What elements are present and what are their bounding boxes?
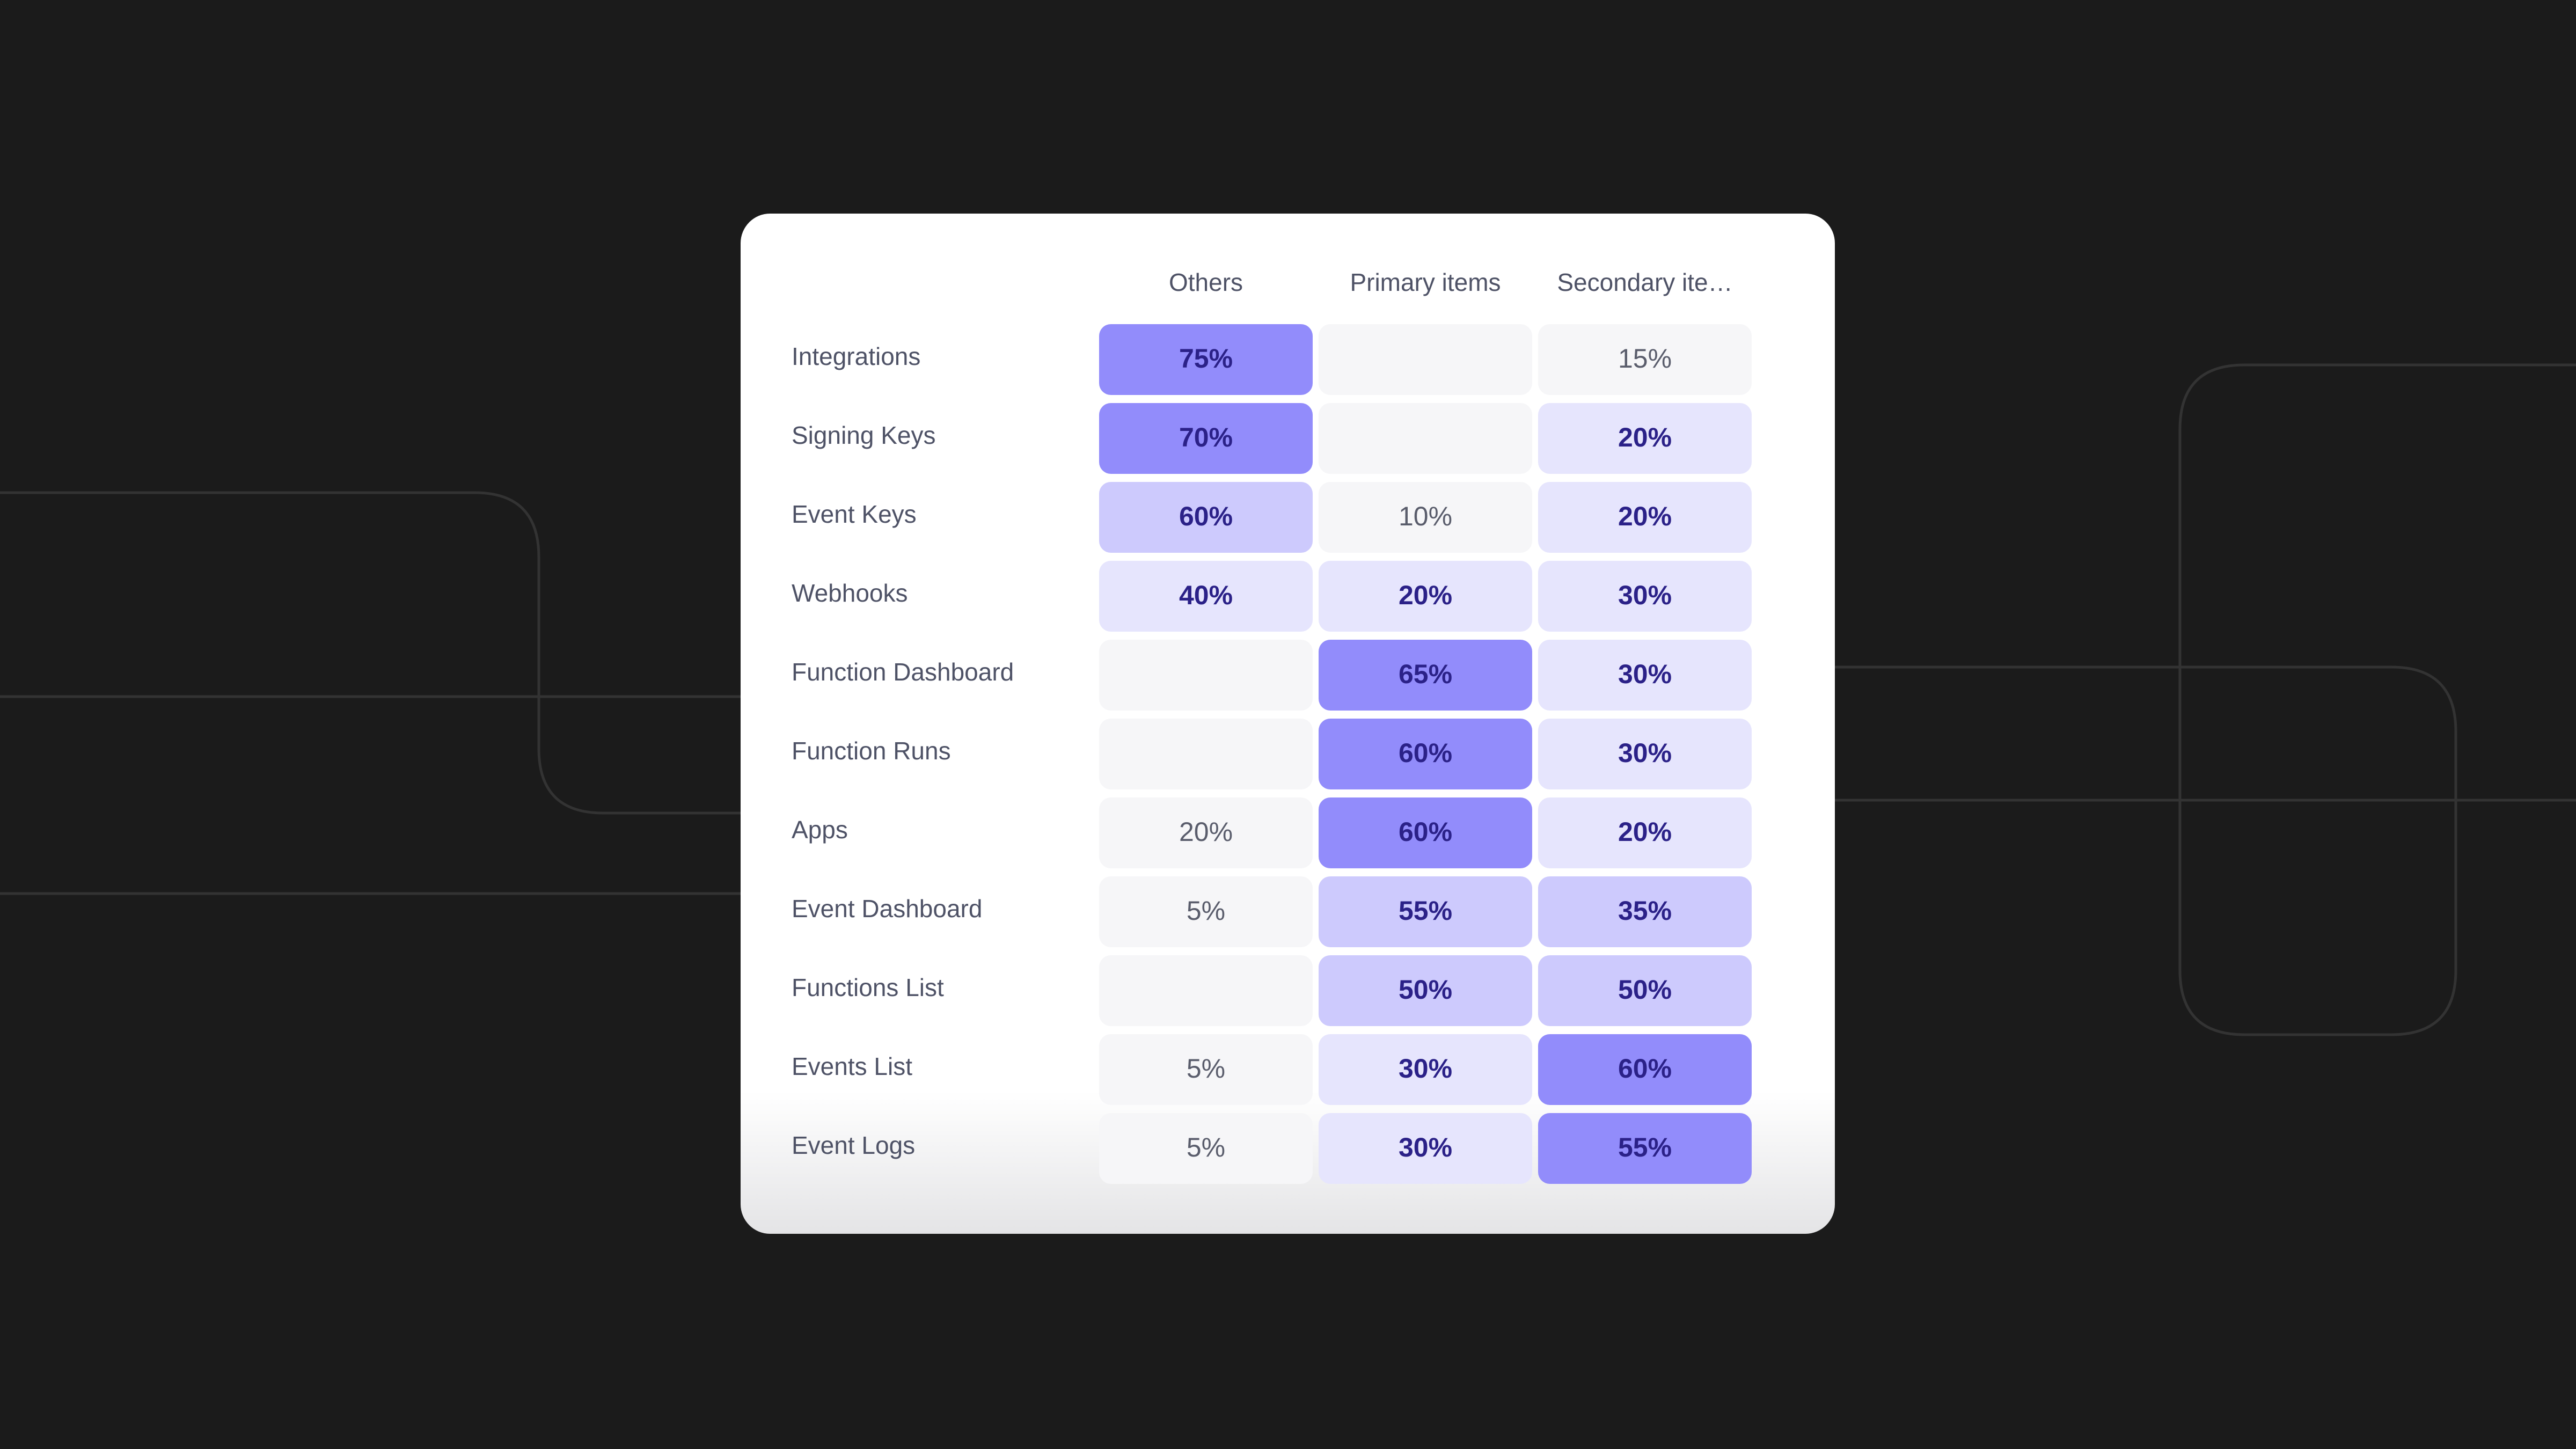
row-label: Functions List bbox=[792, 974, 944, 1001]
cell-label: 65% bbox=[1399, 659, 1452, 689]
cell-label: 20% bbox=[1399, 580, 1452, 610]
heat-cell bbox=[1538, 797, 1752, 868]
heat-cell bbox=[1099, 876, 1313, 947]
heat-cell bbox=[1538, 640, 1752, 711]
heat-cell bbox=[1538, 561, 1752, 632]
row-label: Event Keys bbox=[792, 500, 917, 528]
cell-label: 5% bbox=[1187, 896, 1225, 926]
heat-cell bbox=[1319, 1113, 1532, 1184]
heat-cell bbox=[1538, 324, 1752, 395]
heatmap: Integrations Signing Keys Event Keys Webhoo… bbox=[792, 268, 1752, 1184]
cell-label: 60% bbox=[1399, 817, 1452, 847]
cell-label: 20% bbox=[1179, 817, 1233, 847]
heat-cell bbox=[1099, 403, 1313, 474]
background-decoration bbox=[0, 363, 2576, 1036]
cell-label: 55% bbox=[1399, 896, 1452, 926]
cell-label: 30% bbox=[1618, 580, 1672, 610]
empty-cell bbox=[1099, 955, 1313, 1026]
heat-cell bbox=[1538, 955, 1752, 1026]
heat-cell bbox=[1538, 403, 1752, 474]
cell-label: 35% bbox=[1618, 896, 1672, 926]
heat-cell bbox=[1319, 482, 1532, 553]
cell-label: 5% bbox=[1187, 1053, 1225, 1084]
cell-label: 20% bbox=[1618, 817, 1672, 847]
column-header: Primary items bbox=[1350, 268, 1501, 296]
heat-cell bbox=[1319, 876, 1532, 947]
heat-cell bbox=[1099, 797, 1313, 868]
heat-cell bbox=[1099, 324, 1313, 395]
heat-cell bbox=[1099, 1113, 1313, 1184]
row-label: Integrations bbox=[792, 342, 920, 370]
cell-label: 50% bbox=[1618, 975, 1672, 1005]
cell-label: 5% bbox=[1187, 1132, 1225, 1162]
heat-cell bbox=[1319, 1034, 1532, 1105]
column-header: Others bbox=[1169, 268, 1243, 296]
empty-cell bbox=[1099, 640, 1313, 711]
cell-label: 55% bbox=[1618, 1132, 1672, 1162]
cell-label: 60% bbox=[1179, 501, 1233, 531]
cell-label: 30% bbox=[1618, 659, 1672, 689]
column-header: Secondary ite… bbox=[1557, 268, 1732, 296]
heat-cell bbox=[1538, 876, 1752, 947]
cell-label: 10% bbox=[1399, 501, 1452, 531]
cell-label: 30% bbox=[1399, 1053, 1452, 1084]
heat-cell bbox=[1538, 1034, 1752, 1105]
row-label: Event Dashboard bbox=[792, 895, 982, 923]
heat-cell bbox=[1319, 640, 1532, 711]
heat-cell bbox=[1099, 561, 1313, 632]
empty-cell bbox=[1099, 719, 1313, 789]
cell-label: 30% bbox=[1399, 1132, 1452, 1162]
cell-label: 20% bbox=[1618, 422, 1672, 452]
heat-cell bbox=[1319, 561, 1532, 632]
row-label: Event Logs bbox=[792, 1131, 915, 1159]
heat-cell bbox=[1538, 1113, 1752, 1184]
cell-label: 75% bbox=[1179, 343, 1233, 374]
row-label: Events List bbox=[792, 1052, 912, 1080]
row-label: Webhooks bbox=[792, 579, 908, 607]
cell-label: 40% bbox=[1179, 580, 1233, 610]
cell-label: 20% bbox=[1618, 501, 1672, 531]
row-label: Function Dashboard bbox=[792, 658, 1014, 686]
heat-cell bbox=[1319, 955, 1532, 1026]
cell-label: 70% bbox=[1179, 422, 1233, 452]
heat-cell bbox=[1319, 797, 1532, 868]
cell-label: 60% bbox=[1618, 1053, 1672, 1084]
heat-cell bbox=[1099, 482, 1313, 553]
row-label: Signing Keys bbox=[792, 421, 936, 449]
heat-cell bbox=[1538, 482, 1752, 553]
row-label: Function Runs bbox=[792, 737, 951, 765]
cell-label: 60% bbox=[1399, 738, 1452, 768]
empty-cell bbox=[1319, 324, 1532, 395]
cell-label: 30% bbox=[1618, 738, 1672, 768]
heat-cell bbox=[1319, 719, 1532, 789]
heat-cell bbox=[1538, 719, 1752, 789]
cell-label: 15% bbox=[1618, 343, 1672, 374]
heat-cell bbox=[1099, 1034, 1313, 1105]
cell-label: 50% bbox=[1399, 975, 1452, 1005]
row-label: Apps bbox=[792, 816, 848, 844]
empty-cell bbox=[1319, 403, 1532, 474]
